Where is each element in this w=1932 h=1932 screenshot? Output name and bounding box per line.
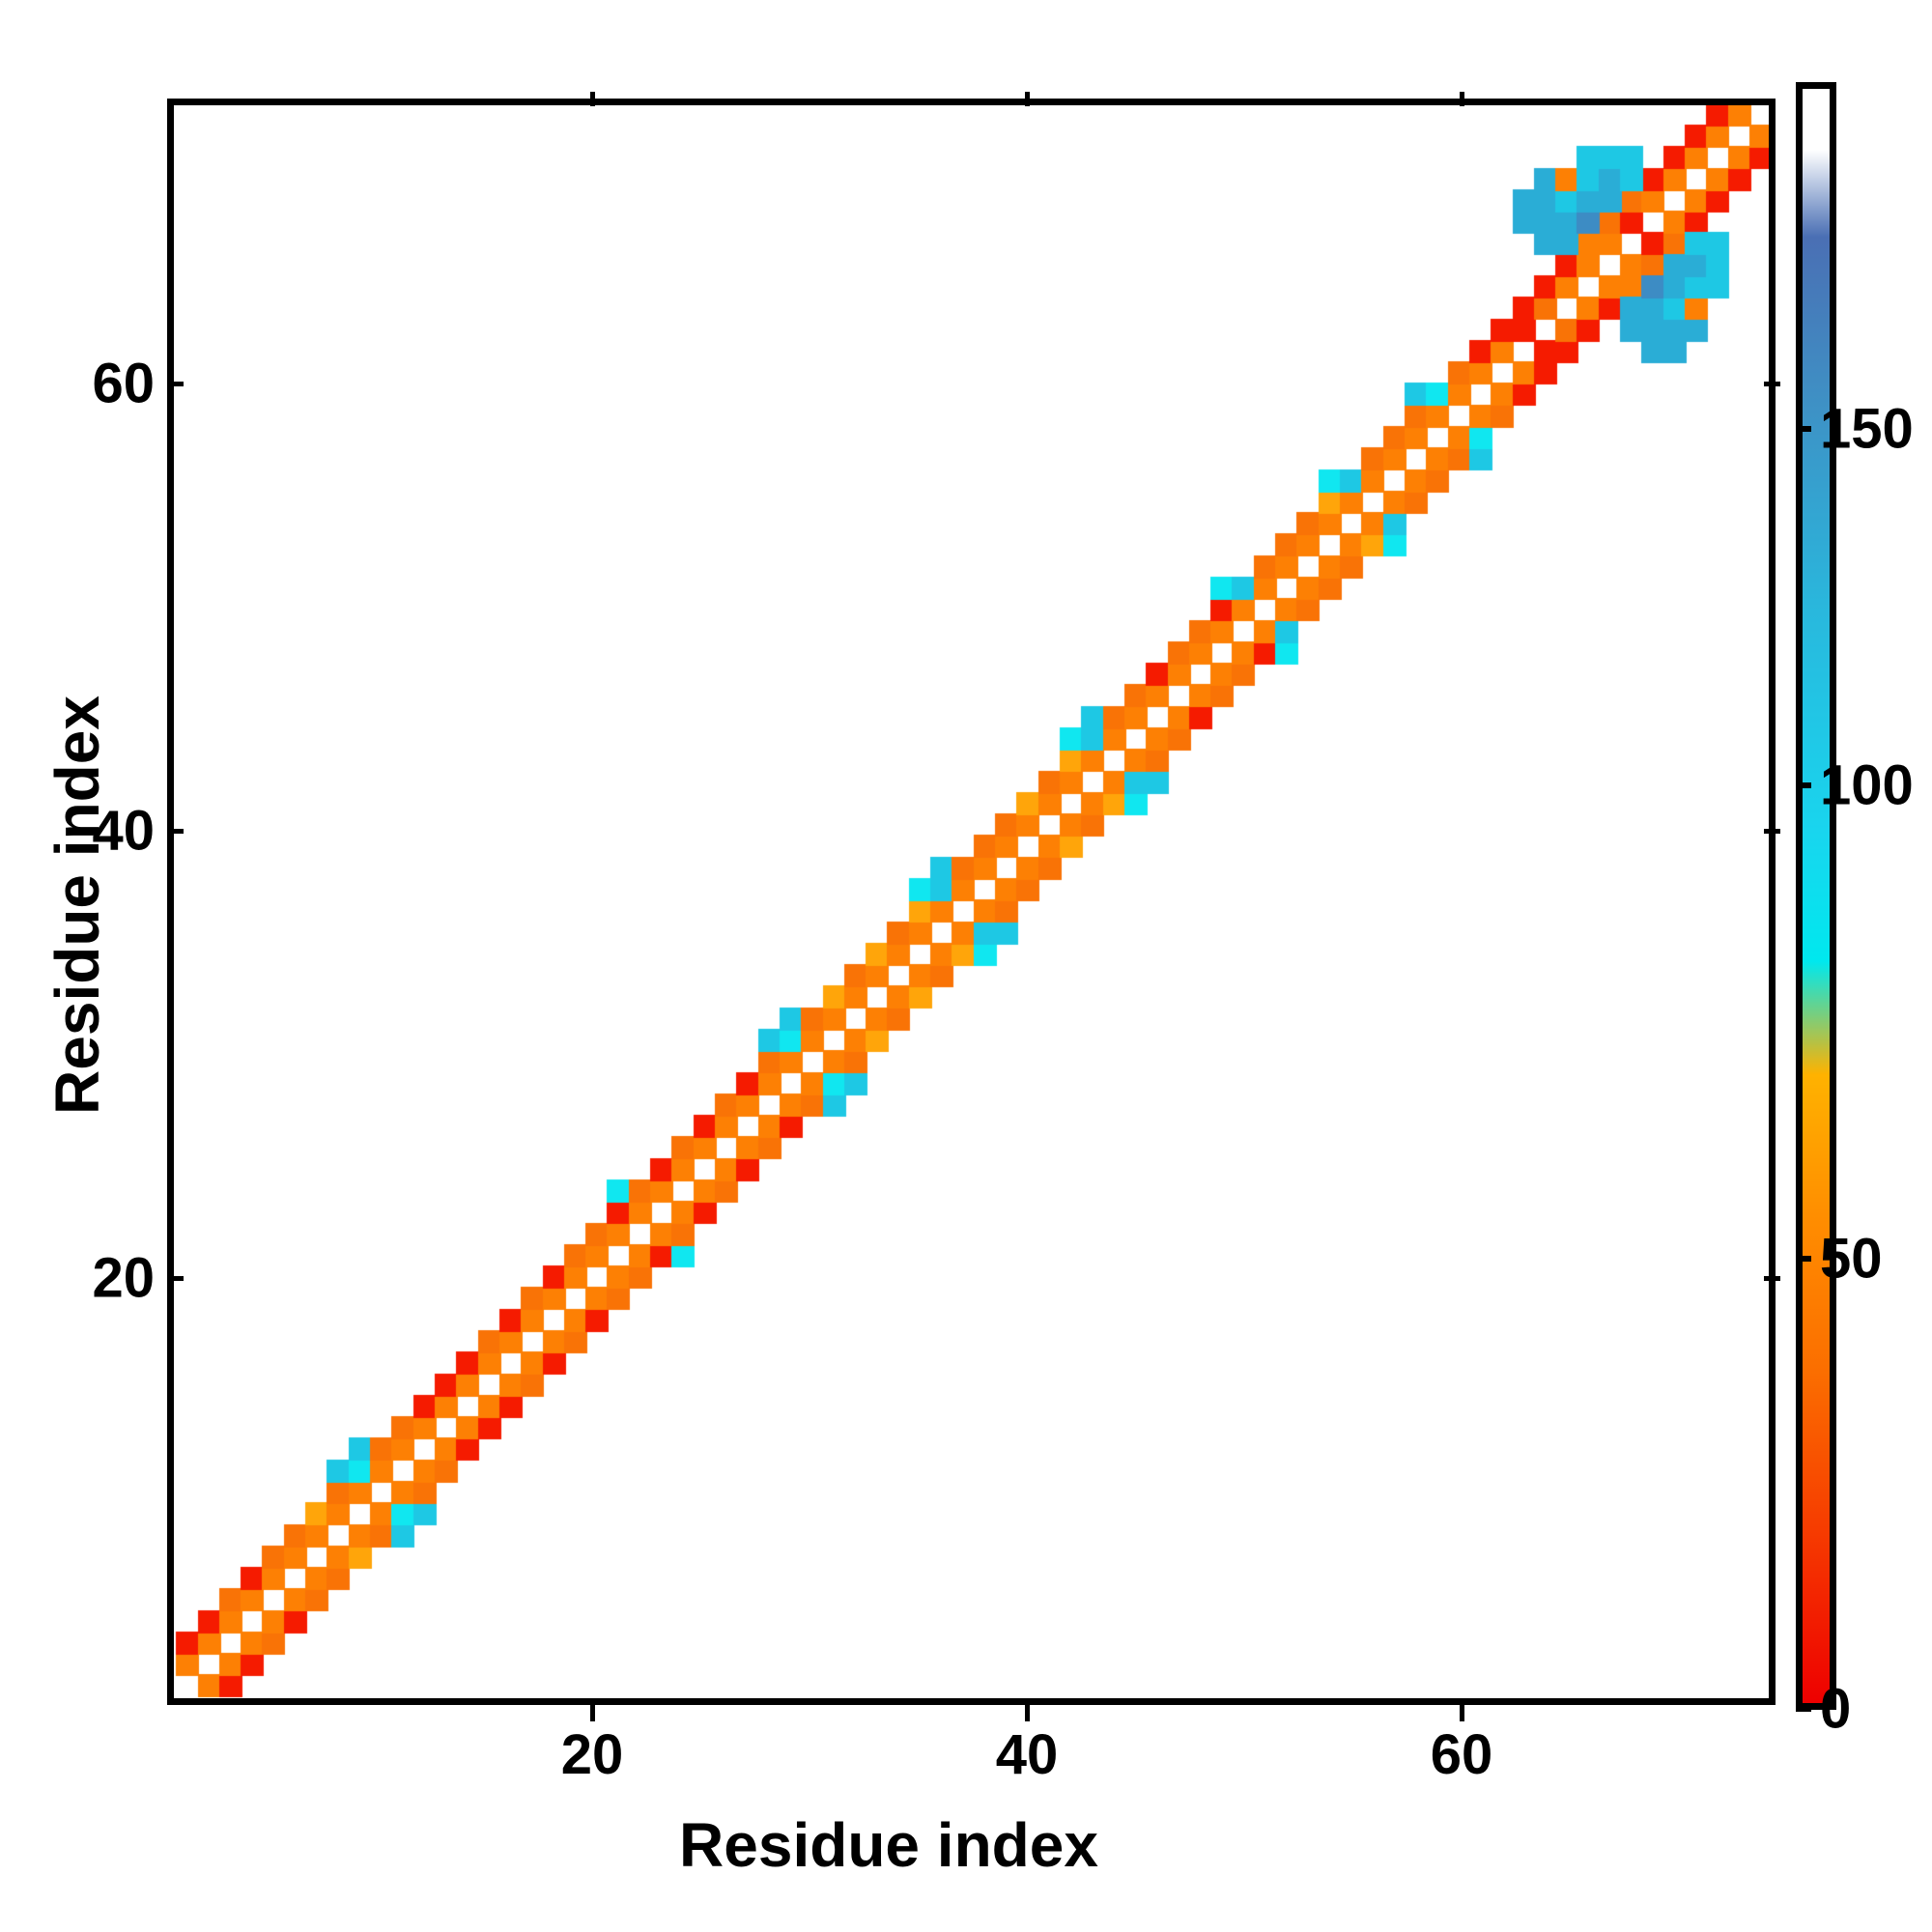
x-ticklabel-40: 40 [995,1723,1059,1786]
x-ticklabel-60: 60 [1430,1723,1493,1786]
colorbar-gradient [1803,89,1830,1703]
heatmap-plot-area [167,99,1776,1705]
colorbar-label-150: 150 [1820,397,1914,461]
colorbar-label-50: 50 [1820,1227,1883,1291]
x-tick-top-40 [1025,92,1030,106]
y-axis-title: Residue index [43,696,112,1115]
colorbar-tick-100 [1796,782,1811,788]
colorbar-tick-0 [1796,1706,1811,1712]
y-ticklabel-20: 20 [92,1246,155,1310]
y-tick-right-60 [1764,382,1780,386]
heatmap-canvas [174,105,1769,1698]
x-tick-40 [1025,1705,1030,1721]
x-tick-top-20 [590,92,595,106]
x-tick-20 [590,1705,595,1721]
colorbar [1796,82,1836,1710]
x-ticklabel-20: 20 [560,1723,624,1786]
x-tick-top-60 [1460,92,1464,106]
y-ticklabel-40: 40 [92,799,155,863]
x-tick-60 [1460,1705,1464,1721]
colorbar-label-0: 0 [1820,1677,1852,1741]
y-tick-60 [167,382,184,386]
x-axis-title: Residue index [0,1809,1932,1881]
y-ticklabel-60: 60 [92,352,155,415]
colorbar-tick-150 [1796,426,1811,432]
colorbar-tick-50 [1796,1256,1811,1262]
x-axis-title-text: Residue index [679,1810,1098,1880]
y-tick-40 [167,829,184,834]
y-tick-20 [167,1276,184,1281]
colorbar-label-100: 100 [1820,753,1914,817]
y-tick-right-40 [1764,829,1780,834]
y-tick-right-20 [1764,1276,1780,1281]
